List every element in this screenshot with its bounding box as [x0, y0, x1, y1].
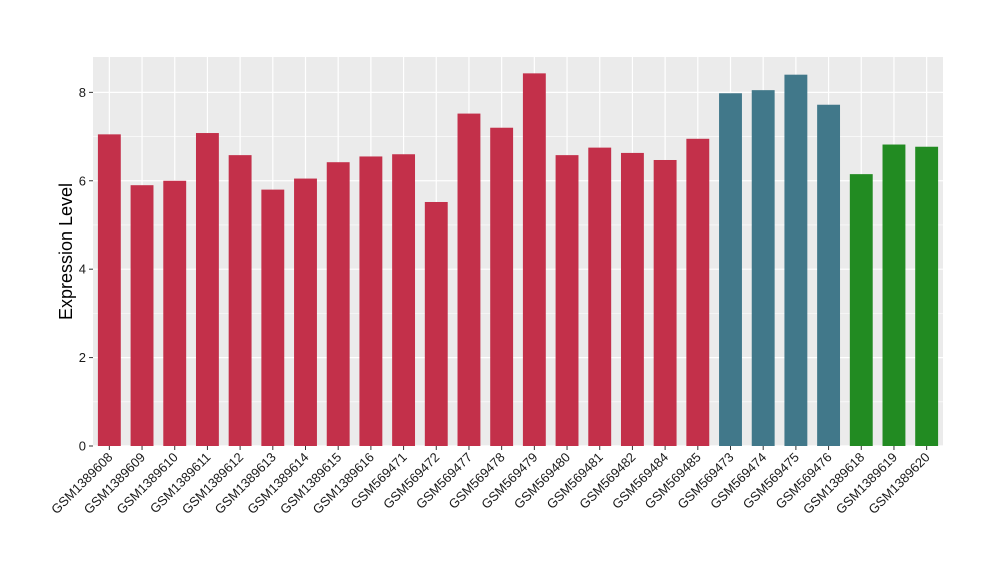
x-axis: GSM1389608GSM1389609GSM1389610GSM1389611…	[48, 446, 933, 517]
bar	[686, 138, 710, 446]
plot-panel	[93, 57, 943, 446]
y-axis-title: Expression Level	[56, 183, 76, 320]
y-axis: 0 2 4 6 8	[79, 85, 93, 454]
bar	[849, 174, 873, 447]
bar	[522, 73, 546, 446]
bar	[130, 185, 154, 446]
y-tick-label: 2	[79, 350, 86, 365]
bar	[261, 189, 285, 446]
bar	[294, 178, 317, 446]
bar	[751, 90, 775, 446]
bar	[392, 154, 416, 446]
y-tick-label: 0	[79, 439, 86, 454]
bar	[163, 180, 187, 447]
bars	[97, 73, 939, 447]
bar	[359, 156, 383, 447]
bar	[457, 113, 481, 446]
bar	[784, 74, 808, 446]
bar	[588, 147, 612, 446]
y-tick-label: 4	[79, 262, 86, 277]
bar	[424, 201, 448, 446]
bar	[653, 159, 677, 447]
bar	[882, 144, 906, 446]
bar	[719, 93, 742, 446]
bar	[817, 104, 841, 446]
bar	[326, 162, 350, 446]
y-tick-label: 8	[79, 85, 86, 100]
y-tick-label: 6	[79, 173, 86, 188]
bar	[490, 127, 514, 447]
bar	[620, 152, 644, 446]
bar	[97, 134, 121, 446]
bar	[555, 155, 579, 446]
bar	[228, 155, 252, 446]
bar	[915, 146, 939, 446]
bar	[195, 133, 219, 447]
